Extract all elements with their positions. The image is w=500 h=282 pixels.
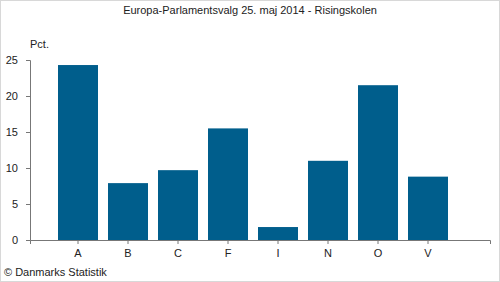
y-tick-label: 20 — [6, 90, 18, 102]
x-tick-mark — [428, 240, 429, 244]
y-tick-mark — [26, 204, 30, 205]
x-tick-label: O — [374, 247, 383, 259]
x-tick-mark — [278, 240, 279, 244]
background — [1, 1, 500, 282]
x-tick-label: F — [225, 247, 232, 259]
x-tick-label: A — [74, 247, 82, 259]
x-tick: V — [424, 240, 432, 259]
y-axis-label: Pct. — [30, 38, 49, 50]
y-tick: 10 — [6, 162, 30, 174]
x-tick-label: V — [424, 247, 432, 259]
x-axis-line — [31, 241, 491, 245]
bar — [208, 128, 248, 240]
x-tick-mark — [78, 240, 79, 244]
y-tick-mark — [26, 96, 30, 97]
y-tick-mark — [26, 240, 30, 241]
bars — [58, 65, 448, 240]
y-tick: 0 — [12, 234, 30, 246]
y-tick-label: 10 — [6, 162, 18, 174]
y-tick-mark — [26, 132, 30, 133]
x-tick-mark — [228, 240, 229, 244]
y-tick: 15 — [6, 126, 30, 138]
x-tick: F — [225, 240, 232, 259]
y-tick-mark — [26, 168, 30, 169]
x-tick: A — [74, 240, 82, 259]
bar — [108, 183, 148, 240]
x-axis: ABCFINOV — [31, 240, 491, 259]
y-axis-line — [26, 61, 31, 241]
y-tick: 5 — [12, 198, 30, 210]
bar — [258, 227, 298, 240]
chart: Europa-Parlamentsvalg 25. maj 2014 - Ris… — [0, 0, 500, 282]
x-tick-mark — [178, 240, 179, 244]
bar — [308, 161, 348, 240]
y-tick-label: 15 — [6, 126, 18, 138]
x-tick: O — [374, 240, 383, 259]
title: Europa-Parlamentsvalg 25. maj 2014 - Ris… — [123, 4, 377, 16]
x-tick-mark — [378, 240, 379, 244]
y-tick: 20 — [6, 90, 30, 102]
bar — [58, 65, 98, 240]
x-tick: C — [174, 240, 182, 259]
bar — [358, 85, 398, 240]
x-tick-label: C — [174, 247, 182, 259]
source-note: © Danmarks Statistik — [4, 266, 107, 278]
y-tick-label: 25 — [6, 54, 18, 66]
y-tick-label: 0 — [12, 234, 18, 246]
x-tick-label: N — [324, 247, 332, 259]
y-tick-mark — [26, 60, 30, 61]
x-tick: I — [276, 240, 279, 259]
bar — [408, 177, 448, 240]
y-tick: 25 — [6, 54, 30, 66]
y-tick-label: 5 — [12, 198, 18, 210]
x-tick: N — [324, 240, 332, 259]
x-tick-label: I — [276, 247, 279, 259]
y-axis: 0 5 10 15 20 25 — [6, 54, 31, 246]
x-tick-mark — [128, 240, 129, 244]
bar — [158, 170, 198, 240]
x-tick-label: B — [124, 247, 131, 259]
x-tick-mark — [328, 240, 329, 244]
x-tick: B — [124, 240, 131, 259]
